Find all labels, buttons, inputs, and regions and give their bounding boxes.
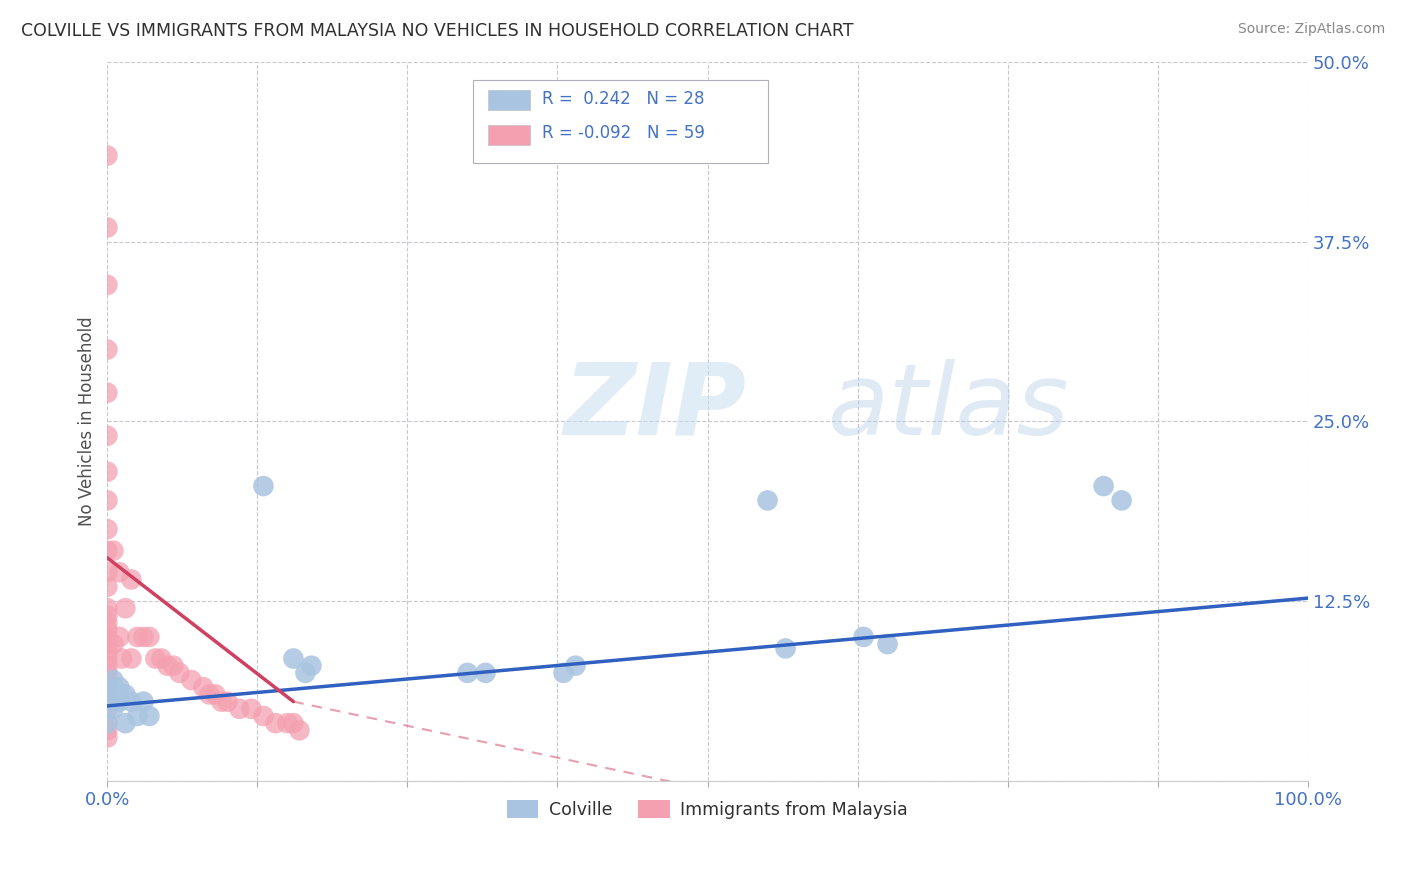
Point <box>96 644 118 658</box>
Point <box>96 702 118 716</box>
Point <box>209 695 232 709</box>
Point <box>96 493 118 508</box>
FancyBboxPatch shape <box>488 125 530 145</box>
Point <box>217 695 239 709</box>
Point <box>96 220 118 235</box>
Point <box>114 688 136 702</box>
Point <box>120 651 142 665</box>
Point <box>96 658 118 673</box>
Point <box>756 493 779 508</box>
Point <box>96 665 118 680</box>
Point <box>156 658 179 673</box>
Point <box>132 630 155 644</box>
Point <box>103 543 125 558</box>
Point <box>228 702 250 716</box>
Point <box>108 680 131 694</box>
Point <box>96 429 118 443</box>
Point <box>138 709 160 723</box>
Point <box>193 680 215 694</box>
Point <box>96 637 118 651</box>
Point <box>145 651 167 665</box>
Point <box>96 623 118 637</box>
Point <box>150 651 173 665</box>
Text: R = -0.092   N = 59: R = -0.092 N = 59 <box>541 124 704 142</box>
Point <box>120 573 142 587</box>
Point <box>96 566 118 580</box>
Point <box>96 673 118 687</box>
Point <box>132 695 155 709</box>
Point <box>120 695 142 709</box>
FancyBboxPatch shape <box>488 90 530 111</box>
Point <box>103 637 125 651</box>
Point <box>283 651 305 665</box>
Point <box>288 723 311 738</box>
Point <box>294 665 316 680</box>
Point <box>96 716 118 731</box>
Point <box>111 651 134 665</box>
Point <box>96 630 118 644</box>
Point <box>564 658 586 673</box>
Point <box>96 615 118 630</box>
Point <box>114 601 136 615</box>
Point <box>876 637 898 651</box>
Point <box>127 709 149 723</box>
Text: atlas: atlas <box>828 359 1069 456</box>
Point <box>103 673 125 687</box>
Point <box>96 651 118 665</box>
Point <box>127 630 149 644</box>
Point <box>105 688 128 702</box>
Point <box>162 658 184 673</box>
Point <box>96 695 118 709</box>
Point <box>108 695 131 709</box>
Text: COLVILLE VS IMMIGRANTS FROM MALAYSIA NO VEHICLES IN HOUSEHOLD CORRELATION CHART: COLVILLE VS IMMIGRANTS FROM MALAYSIA NO … <box>21 22 853 40</box>
Point <box>198 688 221 702</box>
Point <box>96 543 118 558</box>
Point <box>96 731 118 745</box>
Point <box>553 665 575 680</box>
Point <box>474 665 496 680</box>
Point <box>283 716 305 731</box>
Point <box>96 601 118 615</box>
Text: Source: ZipAtlas.com: Source: ZipAtlas.com <box>1237 22 1385 37</box>
Point <box>252 479 274 493</box>
Point <box>96 580 118 594</box>
Legend: Colville, Immigrants from Malaysia: Colville, Immigrants from Malaysia <box>501 793 915 826</box>
Point <box>96 343 118 357</box>
Point <box>96 465 118 479</box>
Point <box>96 522 118 536</box>
Point <box>96 695 118 709</box>
Point <box>108 630 131 644</box>
Point <box>96 385 118 400</box>
Y-axis label: No Vehicles in Household: No Vehicles in Household <box>79 317 96 526</box>
Point <box>169 665 191 680</box>
Text: R =  0.242   N = 28: R = 0.242 N = 28 <box>541 90 704 108</box>
Point <box>204 688 226 702</box>
Point <box>138 630 160 644</box>
Point <box>240 702 263 716</box>
Point <box>775 641 797 656</box>
Point <box>96 277 118 292</box>
Point <box>96 608 118 623</box>
Point <box>1111 493 1133 508</box>
Point <box>852 630 875 644</box>
Point <box>96 148 118 162</box>
Point <box>180 673 202 687</box>
Point <box>108 566 131 580</box>
Point <box>1092 479 1115 493</box>
Point <box>264 716 287 731</box>
Point <box>96 680 118 694</box>
Point <box>96 716 118 731</box>
Point <box>276 716 298 731</box>
Point <box>96 688 118 702</box>
Point <box>96 723 118 738</box>
Point <box>103 702 125 716</box>
Point <box>114 716 136 731</box>
Text: ZIP: ZIP <box>564 359 747 456</box>
Point <box>96 680 118 694</box>
FancyBboxPatch shape <box>474 80 768 162</box>
Point <box>252 709 274 723</box>
Point <box>301 658 323 673</box>
Point <box>456 665 478 680</box>
